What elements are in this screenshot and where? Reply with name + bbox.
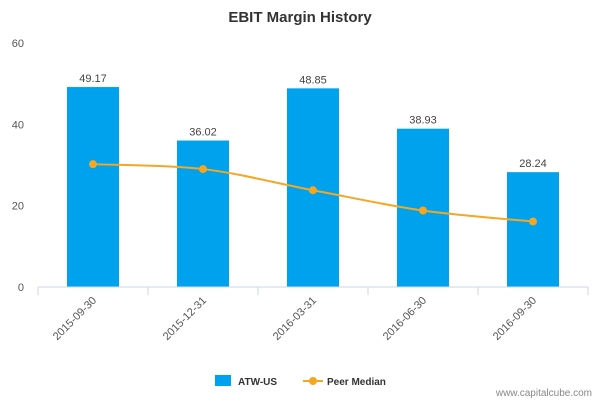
x-tick-label: 2015-12-31 [161,295,209,343]
y-tick-label: 60 [12,38,24,50]
peer-median-point [529,217,537,226]
peer-median-point [309,186,317,195]
peer-median-point [89,160,97,169]
x-axis-ticks [37,287,589,295]
bar-data-label: 49.17 [79,73,107,85]
x-tick-label: 2016-03-31 [271,295,319,343]
watermark-text: www.capitalcube.com [495,388,592,399]
bar-data-label: 36.02 [189,127,217,139]
legend-peer-median-marker[interactable] [309,377,317,385]
legend-peer-median-label[interactable]: Peer Median [327,377,386,388]
x-tick-label: 2016-09-30 [491,295,539,343]
peer-median-series [89,160,537,226]
legend-atw-us-swatch[interactable] [215,375,231,386]
bar [507,172,559,287]
y-axis-ticks: 0 20 40 60 [12,38,24,294]
y-tick-label: 0 [18,282,24,294]
peer-median-point [199,165,207,174]
x-axis-labels: 2015-09-30 2015-12-31 2016-03-31 2016-06-30… [51,295,539,343]
y-tick-label: 40 [12,119,24,131]
x-tick-label: 2015-09-30 [51,295,99,343]
legend[interactable]: ATW-US Peer Median [215,375,386,388]
legend-atw-us-label[interactable]: ATW-US [238,377,277,388]
bar-series [67,87,559,288]
bar-data-label: 28.24 [519,158,547,170]
x-tick-label: 2016-06-30 [381,295,429,343]
bar [177,140,229,287]
chart-title: EBIT Margin History [228,9,372,26]
bar-data-label: 48.85 [299,74,327,86]
peer-median-point [419,206,427,215]
y-tick-label: 20 [12,201,24,213]
bar [67,87,119,288]
bar-data-labels: 49.17 36.02 48.85 38.93 28.24 [79,73,547,170]
bar-data-label: 38.93 [409,115,437,127]
